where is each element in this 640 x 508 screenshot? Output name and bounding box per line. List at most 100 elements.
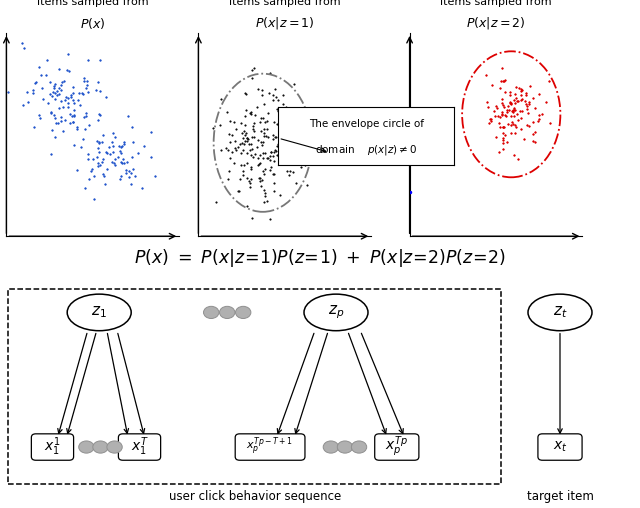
Point (491, 102, 501, 110)
Point (508, 120, 518, 128)
Point (534, 90, 544, 98)
Point (500, 111, 510, 119)
Point (486, 81, 497, 89)
Point (229, 158, 239, 167)
Point (248, 124, 258, 133)
Point (63, 49, 73, 57)
Point (302, 181, 312, 189)
Text: $x_p^{Tp}$: $x_p^{Tp}$ (385, 435, 408, 459)
Point (46, 109, 56, 117)
Point (49, 82, 59, 90)
Point (77, 89, 87, 98)
Point (517, 95, 527, 103)
Point (260, 192, 270, 200)
Text: The envelope circle of: The envelope circle of (309, 119, 424, 129)
Point (105, 150, 115, 158)
Point (269, 134, 280, 142)
Point (93, 116, 104, 124)
Point (528, 137, 538, 145)
Point (266, 163, 276, 171)
Point (277, 101, 287, 109)
Point (56, 117, 66, 125)
Point (108, 142, 118, 150)
Point (46, 150, 56, 158)
Point (483, 119, 493, 128)
Point (106, 158, 116, 166)
Point (126, 180, 136, 188)
Point (94, 138, 104, 146)
Point (270, 85, 280, 93)
Point (122, 157, 132, 166)
Point (255, 159, 266, 167)
Point (505, 91, 515, 99)
Point (72, 96, 83, 104)
Point (516, 114, 527, 122)
Point (89, 195, 99, 203)
Point (509, 99, 520, 107)
Point (516, 125, 526, 133)
Point (301, 115, 312, 123)
Point (113, 152, 124, 161)
Point (244, 183, 255, 191)
Text: target item: target item (527, 490, 593, 503)
Point (509, 90, 520, 98)
Point (253, 161, 263, 169)
Point (282, 167, 292, 175)
Point (257, 176, 267, 184)
Point (320, 112, 330, 120)
Point (228, 118, 239, 126)
Point (236, 149, 246, 157)
Point (498, 139, 508, 147)
Point (493, 118, 504, 126)
Point (110, 161, 120, 169)
Point (275, 191, 285, 199)
Point (291, 179, 301, 187)
Point (247, 74, 257, 82)
Point (495, 113, 506, 121)
Text: items sampled from: items sampled from (37, 0, 148, 7)
Point (236, 161, 246, 169)
Point (259, 170, 269, 178)
Point (249, 134, 259, 142)
Point (75, 101, 85, 109)
Point (277, 107, 287, 115)
Point (283, 128, 293, 136)
Text: user click behavior sequence: user click behavior sequence (168, 490, 341, 503)
Point (84, 175, 94, 183)
Point (68, 141, 79, 149)
Point (276, 153, 287, 162)
Point (65, 119, 75, 127)
Point (285, 167, 296, 175)
Point (289, 136, 300, 144)
Point (252, 103, 262, 111)
Point (224, 167, 234, 175)
Point (92, 153, 102, 161)
Point (262, 125, 272, 133)
Point (530, 138, 540, 146)
Point (287, 138, 297, 146)
Point (284, 171, 294, 179)
Point (227, 148, 237, 156)
Point (100, 180, 110, 188)
Point (95, 87, 105, 95)
Point (230, 137, 240, 145)
Point (50, 89, 60, 97)
Point (527, 94, 538, 103)
Point (264, 89, 274, 97)
Point (116, 142, 127, 150)
Point (94, 148, 104, 156)
Point (54, 65, 64, 73)
Point (116, 172, 126, 180)
Point (84, 121, 94, 129)
Point (260, 189, 270, 198)
Point (481, 71, 491, 79)
Point (240, 112, 250, 120)
Point (498, 123, 508, 131)
Point (97, 158, 108, 166)
Point (499, 76, 509, 84)
Point (243, 140, 253, 148)
Point (509, 104, 519, 112)
Circle shape (236, 306, 251, 319)
Point (67, 118, 77, 126)
Point (93, 144, 103, 152)
